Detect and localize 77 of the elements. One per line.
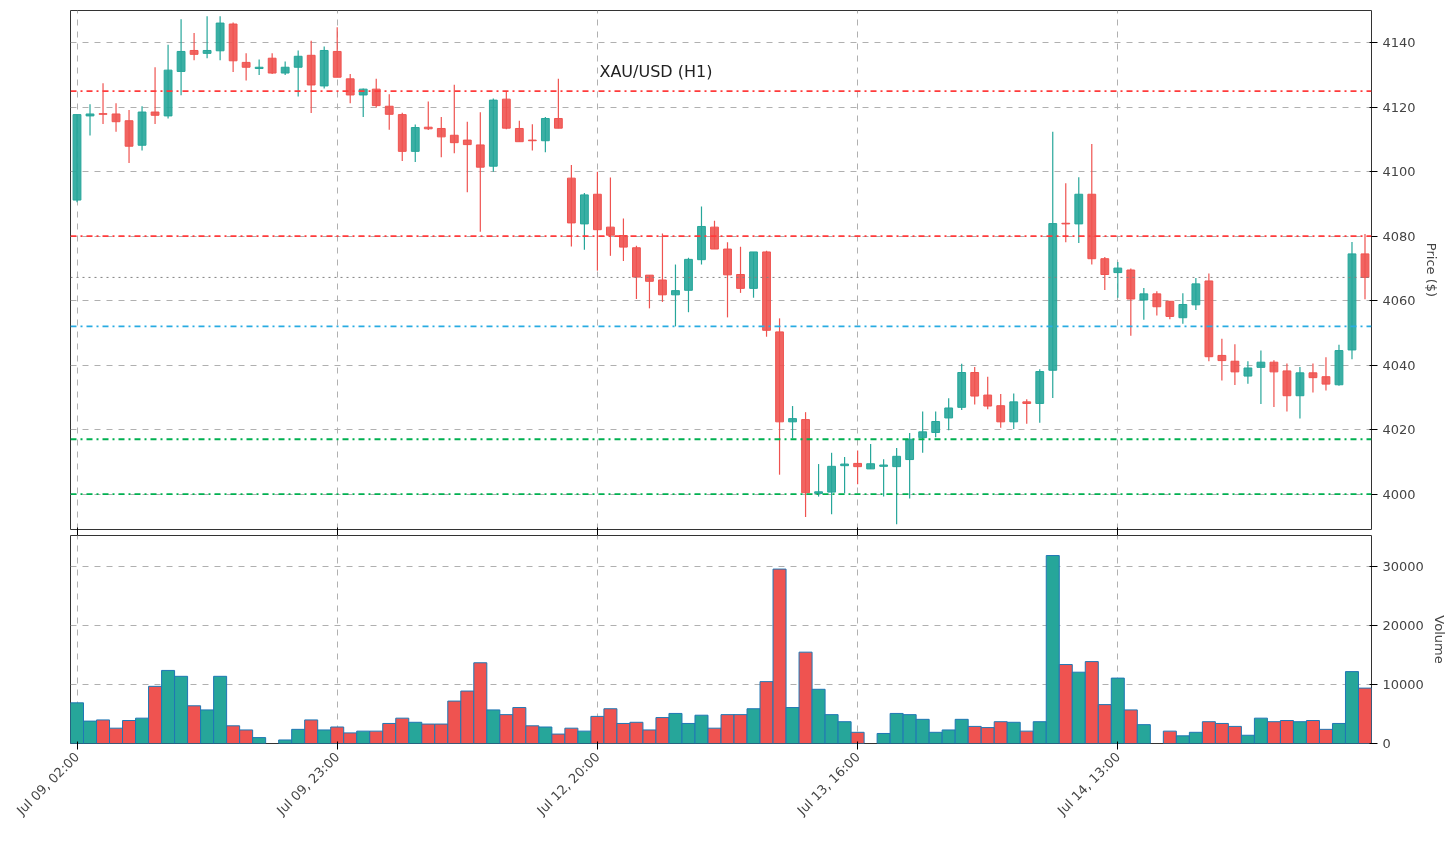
candlestick: [931, 410, 941, 438]
candlestick: [1269, 359, 1279, 408]
candlestick: [1113, 261, 1123, 299]
candlestick: [85, 103, 95, 137]
candlestick: [1360, 233, 1370, 300]
candlestick: [840, 456, 849, 494]
candlestick: [1022, 398, 1032, 425]
y-tick-label: 4040: [1382, 357, 1416, 373]
candlestick: [1165, 300, 1175, 320]
candlestick: [710, 220, 719, 250]
candlestick: [918, 410, 928, 454]
candlestick: [189, 32, 199, 61]
y-tick-label: 4020: [1382, 422, 1416, 438]
candlestick: [202, 15, 212, 59]
y-tick-label: 4100: [1382, 164, 1416, 180]
candlestick: [1139, 287, 1149, 321]
candlestick: [1178, 292, 1188, 325]
candlestick: [475, 111, 485, 233]
candlestick: [371, 78, 381, 109]
candlestick: [645, 274, 654, 309]
y-tick-label: 4000: [1382, 486, 1416, 502]
candlestick: [1217, 338, 1227, 382]
candlestick: [983, 376, 993, 410]
candlestick: [606, 176, 615, 257]
candlestick: [98, 82, 108, 125]
candlestick: [345, 73, 355, 104]
candlestick: [970, 366, 980, 406]
y-axis-title: Price ($): [1423, 242, 1439, 298]
y-tick-label: 30000: [1382, 559, 1424, 575]
y-tick-label: 4120: [1382, 99, 1416, 115]
candlestick: [527, 123, 537, 151]
candlestick: [944, 397, 954, 431]
candlestick: [814, 463, 823, 498]
candlestick: [853, 449, 863, 485]
text: XAU/USD (H1): [599, 61, 713, 81]
candlestick: [176, 18, 186, 96]
candlestick: [241, 52, 251, 82]
candlestick: [1009, 392, 1019, 430]
candlestick: [1243, 360, 1253, 385]
candlestick: [254, 58, 264, 76]
candlestick: [892, 447, 902, 525]
candlestick: [619, 217, 628, 262]
candlestick: [905, 432, 915, 500]
candlestick: [1100, 256, 1110, 291]
candlestick: [1308, 362, 1318, 394]
candlestick: [1152, 290, 1162, 317]
y-tick-label: 20000: [1382, 618, 1424, 634]
y-axis-title: Volume: [1431, 615, 1447, 664]
candlestick: [658, 232, 667, 303]
y-tick-label: 4080: [1382, 228, 1416, 244]
candlestick: [1321, 356, 1331, 392]
candlestick: [879, 458, 889, 498]
y-tick-label: 0: [1382, 736, 1391, 751]
candlestick: [410, 124, 420, 163]
candlestick: [1295, 366, 1305, 420]
y-tick-label: 10000: [1382, 677, 1424, 693]
candlestick: [449, 84, 459, 154]
candlestick: [462, 121, 472, 193]
candlestick: [866, 443, 876, 470]
candlestick: [514, 120, 524, 143]
candlestick: [540, 116, 550, 153]
candlestick: [1230, 343, 1240, 386]
candlestick: [1256, 349, 1266, 405]
candlestick: [111, 102, 121, 133]
candlestick: [436, 116, 446, 158]
candlestick: [150, 66, 160, 125]
candlestick: [671, 263, 680, 328]
candlestick: [553, 78, 563, 129]
candlestick: [293, 49, 303, 98]
candlestick: [788, 405, 797, 439]
y-tick-label: 4140: [1382, 35, 1416, 51]
candlestick: [996, 393, 1006, 429]
candlestick: [736, 246, 745, 294]
y-tick-label: 4060: [1382, 293, 1416, 309]
candlestick: [384, 93, 394, 131]
candlestick: [1061, 182, 1071, 243]
candlestick: [1191, 277, 1201, 311]
